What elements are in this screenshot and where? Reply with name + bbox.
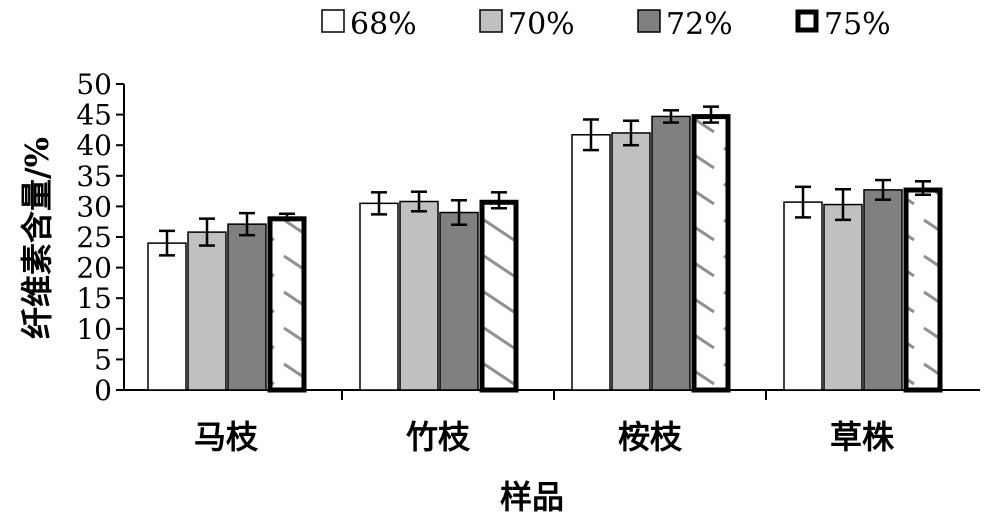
legend-swatch [637,9,661,33]
y-tick-label: 10 [76,313,112,346]
bar [823,203,863,391]
y-tick-label: 0 [94,374,112,407]
y-tick-label: 20 [76,252,112,285]
bar [267,216,307,393]
legend-swatch [321,9,345,33]
legend-label: 72% [666,7,733,42]
bar [399,200,439,391]
y-tick-label: 45 [76,99,112,132]
bar [439,211,479,391]
bar [147,242,187,391]
y-tick-label: 15 [76,282,112,315]
y-axis-title: 纤维素含量/% [18,137,56,339]
bar [691,114,731,393]
y-tick-label: 25 [76,221,112,254]
bar [611,132,651,391]
bar [783,201,823,391]
legend-label: 70% [508,7,575,42]
bar [863,189,903,391]
legend-swatch [479,9,503,33]
bar [359,202,399,391]
y-tick-label: 5 [94,343,112,376]
category-label: 竹枝 [406,418,471,456]
category-label: 桉枝 [618,418,683,456]
y-tick-label: 40 [76,129,112,162]
y-tick-label: 50 [76,68,112,101]
legend-label: 75% [824,7,891,42]
category-label: 马枝 [194,418,259,456]
bar [187,231,227,391]
bar [571,134,611,391]
y-tick-label: 30 [76,190,112,223]
y-tick-label: 35 [76,160,112,193]
category-label: 草株 [830,418,895,456]
bar [651,115,691,391]
legend-label: 68% [350,7,417,42]
bar [903,187,943,393]
bar [479,199,519,393]
bar [227,223,267,391]
x-axis-title: 样品 [500,478,564,516]
legend-swatch [795,9,819,33]
legend: 68% 70% 72% 75% [321,7,891,42]
